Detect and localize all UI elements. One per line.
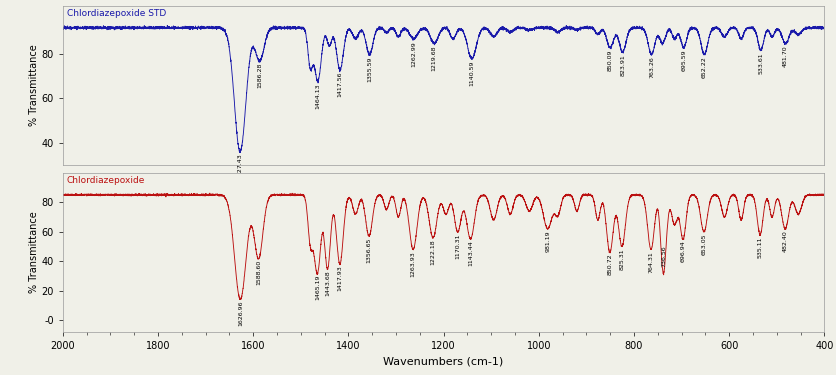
- Text: 736.56: 736.56: [661, 245, 666, 267]
- Text: 1143.44: 1143.44: [467, 240, 472, 266]
- Text: 1222.18: 1222.18: [430, 239, 435, 265]
- Text: 1356.65: 1356.65: [366, 238, 371, 263]
- Text: 1263.93: 1263.93: [410, 251, 415, 277]
- Text: 695.59: 695.59: [681, 50, 686, 72]
- Y-axis label: % Transmittance: % Transmittance: [28, 44, 38, 126]
- Text: 1627.43: 1627.43: [237, 154, 242, 180]
- Text: 1464.13: 1464.13: [315, 83, 320, 109]
- Text: 696.94: 696.94: [680, 240, 685, 262]
- Text: 823.91: 823.91: [619, 54, 624, 76]
- Text: 1262.99: 1262.99: [410, 41, 415, 67]
- Text: 1586.28: 1586.28: [257, 63, 262, 88]
- Text: 1140.59: 1140.59: [469, 61, 474, 86]
- Text: 1443.68: 1443.68: [324, 270, 329, 296]
- Text: 1588.60: 1588.60: [256, 260, 261, 285]
- Text: 764.31: 764.31: [648, 251, 653, 273]
- Text: 1355.59: 1355.59: [367, 57, 371, 82]
- Text: 763.26: 763.26: [648, 57, 653, 78]
- Text: 481.70: 481.70: [782, 45, 788, 67]
- Y-axis label: % Transmittance: % Transmittance: [28, 211, 38, 293]
- Text: 850.72: 850.72: [607, 254, 612, 275]
- Text: 1417.56: 1417.56: [337, 72, 342, 98]
- Text: 1465.19: 1465.19: [314, 274, 319, 300]
- Text: 1417.93: 1417.93: [337, 266, 342, 291]
- Text: 482.40: 482.40: [782, 230, 787, 252]
- Text: Chlordiazepoxide STD: Chlordiazepoxide STD: [67, 9, 166, 18]
- Text: 825.31: 825.31: [619, 248, 624, 270]
- Text: Chlordiazepoxide: Chlordiazepoxide: [67, 176, 145, 185]
- Text: 533.61: 533.61: [757, 52, 762, 74]
- Text: 981.19: 981.19: [544, 230, 549, 252]
- Text: 1626.96: 1626.96: [237, 301, 242, 326]
- Text: 850.09: 850.09: [607, 50, 612, 71]
- Text: 1170.31: 1170.31: [455, 233, 460, 259]
- Text: 652.22: 652.22: [701, 57, 706, 78]
- Text: 535.11: 535.11: [757, 236, 762, 258]
- Text: 1219.68: 1219.68: [431, 45, 436, 71]
- X-axis label: Wavenumbers (cm-1): Wavenumbers (cm-1): [383, 357, 503, 366]
- Text: 653.05: 653.05: [701, 233, 706, 255]
